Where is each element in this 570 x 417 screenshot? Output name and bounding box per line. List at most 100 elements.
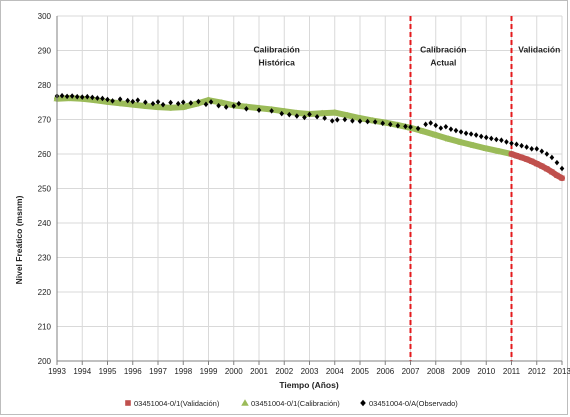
x-tick-label: 2007 xyxy=(402,367,420,376)
y-tick-label: 240 xyxy=(38,219,52,228)
data-point-square xyxy=(508,151,515,157)
y-tick-label: 260 xyxy=(38,150,52,159)
legend-label: 03451004-0/1(Validación) xyxy=(134,399,220,408)
x-tick-label: 2002 xyxy=(275,367,293,376)
x-tick-label: 1996 xyxy=(124,367,142,376)
y-axis-label: Nivel Freático (msnm) xyxy=(14,195,24,284)
data-point-diamond xyxy=(90,94,95,101)
data-point-square xyxy=(539,163,545,169)
period-annotation: Validación xyxy=(518,45,560,55)
axis-layer: 200 210 220 230 240 250 260 270 280 290 300 1993 199… xyxy=(38,12,570,376)
x-tick-label: 1997 xyxy=(149,367,167,376)
data-point-triangle xyxy=(495,147,503,154)
data-point-diamond xyxy=(509,140,514,147)
y-tick-label: 200 xyxy=(38,357,52,366)
data-point-diamond xyxy=(408,124,413,130)
data-point-diamond xyxy=(483,134,489,141)
data-point-diamond xyxy=(415,125,421,132)
data-point-diamond xyxy=(473,132,479,138)
data-point-triangle xyxy=(482,144,490,151)
data-point-diamond xyxy=(196,98,201,105)
data-point-diamond xyxy=(135,97,141,103)
y-tick-label: 270 xyxy=(38,116,52,125)
data-point-diamond xyxy=(544,151,550,157)
y-tick-label: 210 xyxy=(38,323,52,332)
data-point-square xyxy=(513,153,520,159)
data-point-diamond xyxy=(539,148,545,155)
x-tick-label: 2005 xyxy=(351,367,369,376)
data-point-triangle xyxy=(331,109,339,116)
data-point-diamond xyxy=(269,108,274,114)
data-point-diamond xyxy=(365,118,370,125)
data-point-diamond xyxy=(388,121,393,128)
x-tick-label: 1998 xyxy=(174,367,192,376)
data-point-diamond xyxy=(554,159,560,166)
x-tick-label: 2001 xyxy=(250,367,268,376)
data-point-diamond xyxy=(223,104,229,110)
data-point-triangle xyxy=(217,99,225,106)
data-point-diamond xyxy=(478,133,484,140)
x-tick-label: 2012 xyxy=(528,367,546,376)
data-point-square xyxy=(125,400,131,406)
data-point-diamond xyxy=(125,97,130,104)
data-point-square xyxy=(559,175,565,181)
series-layer xyxy=(53,92,565,182)
x-axis-label: Tiempo (Años) xyxy=(279,380,339,390)
y-tick-label: 250 xyxy=(38,185,52,194)
data-point-diamond xyxy=(216,102,221,109)
x-tick-label: 1999 xyxy=(200,367,218,376)
data-point-diamond xyxy=(64,93,70,100)
series-square xyxy=(508,151,565,182)
data-point-triangle xyxy=(318,109,326,116)
legend: 03451004-0/1(Validación) 03451004-0/1(Cal… xyxy=(125,399,458,408)
data-point-diamond xyxy=(294,113,300,119)
data-point-diamond xyxy=(180,99,186,106)
data-point-diamond xyxy=(504,139,509,145)
data-point-square xyxy=(529,158,535,164)
x-tick-label: 2004 xyxy=(326,367,344,376)
x-tick-label: 1993 xyxy=(48,367,66,376)
data-point-diamond xyxy=(160,101,166,108)
data-point-diamond xyxy=(463,130,469,137)
data-point-triangle xyxy=(470,141,478,148)
y-tick-label: 290 xyxy=(38,47,52,56)
data-point-diamond xyxy=(489,135,494,142)
data-point-diamond xyxy=(372,119,378,125)
data-point-triangle xyxy=(457,138,465,145)
data-point-diamond xyxy=(175,100,181,107)
data-point-diamond xyxy=(380,120,386,127)
data-point-diamond xyxy=(360,399,366,407)
data-point-diamond xyxy=(256,107,262,113)
data-point-diamond xyxy=(168,99,173,106)
data-point-diamond xyxy=(438,125,444,131)
data-point-triangle xyxy=(116,99,124,106)
x-tick-label: 2008 xyxy=(427,367,445,376)
data-point-diamond xyxy=(534,146,540,152)
data-point-triangle xyxy=(444,135,452,142)
data-point-square xyxy=(534,161,540,167)
data-point-diamond xyxy=(433,122,439,129)
data-point-diamond xyxy=(529,146,534,152)
data-point-diamond xyxy=(514,141,519,148)
x-tick-label: 2010 xyxy=(477,367,495,376)
period-annotation: Actual xyxy=(430,58,456,68)
data-point-triangle xyxy=(66,94,74,101)
data-point-diamond xyxy=(314,113,320,120)
data-point-diamond xyxy=(403,123,408,130)
data-point-diamond xyxy=(244,106,249,112)
data-point-triangle xyxy=(432,131,440,138)
data-point-diamond xyxy=(117,96,123,102)
data-point-diamond xyxy=(307,111,312,118)
data-point-diamond xyxy=(95,95,100,101)
data-point-diamond xyxy=(329,118,335,124)
region-divider-lines xyxy=(409,16,513,361)
data-point-diamond xyxy=(559,165,565,172)
period-annotation: Calibración xyxy=(254,45,300,55)
data-point-diamond xyxy=(110,98,115,104)
data-point-square xyxy=(524,156,530,162)
data-point-diamond xyxy=(302,114,307,121)
data-point-diamond xyxy=(85,93,90,100)
data-point-diamond xyxy=(458,129,464,135)
